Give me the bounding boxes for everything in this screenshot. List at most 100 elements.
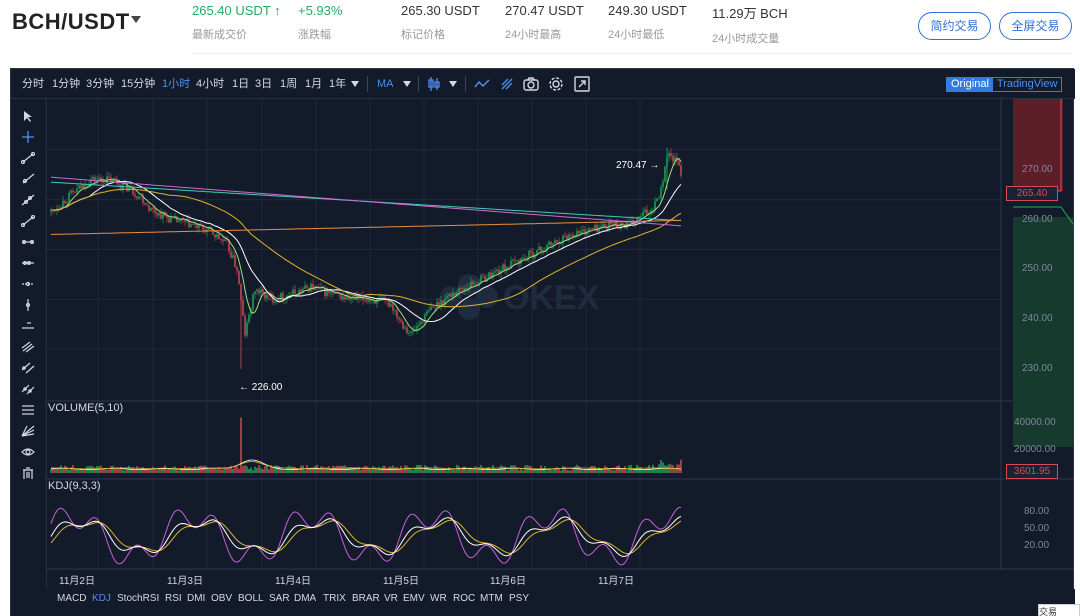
fib-fan-icon[interactable]	[21, 425, 35, 437]
volume-bar	[270, 465, 272, 473]
candle-body	[254, 291, 256, 295]
indicator-tab-roc[interactable]: ROC	[453, 593, 476, 604]
cursor-arrow-icon[interactable]	[21, 110, 35, 122]
volume-bar	[402, 469, 404, 473]
volume-bar	[250, 467, 252, 473]
indicator-tab-rsi[interactable]: RSI	[165, 593, 182, 604]
price-axis-label: 230.00	[1022, 363, 1053, 374]
volume-bar	[74, 468, 76, 473]
candle-body	[510, 260, 512, 269]
indicator-tab-brar[interactable]: BRAR	[352, 593, 380, 604]
fib-channel-icon[interactable]	[21, 383, 35, 395]
candlestick-chart-canvas[interactable]: OKEX	[11, 99, 1073, 589]
interval-1d[interactable]: 1日	[232, 78, 250, 90]
candle-body	[346, 295, 348, 300]
volume-bar	[510, 465, 512, 473]
candle-body	[576, 230, 578, 237]
price-line-icon[interactable]	[21, 320, 35, 332]
trend-line-icon[interactable]	[21, 152, 35, 164]
candle-body	[340, 294, 342, 300]
candle-body	[652, 209, 654, 211]
candle-body	[258, 289, 260, 294]
indicator-tab-obv[interactable]: OBV	[211, 593, 233, 604]
ma-indicator-select[interactable]: MA	[377, 78, 394, 90]
indicator-tab-stochrsi[interactable]: StochRSI	[117, 593, 160, 604]
ray-icon[interactable]	[21, 173, 35, 185]
volume-bar	[460, 470, 462, 473]
candle-body	[434, 306, 436, 308]
indicator-tab-vr[interactable]: VR	[384, 593, 398, 604]
volume-ma-line	[50, 461, 681, 470]
indicator-tab-kdj[interactable]: KDJ	[92, 593, 111, 604]
indicator-tab-sar[interactable]: SAR	[269, 593, 290, 604]
camera-icon[interactable]	[523, 77, 539, 91]
draw-tool-icon[interactable]	[499, 76, 515, 92]
price-channel-icon[interactable]	[21, 362, 35, 374]
extended-line-icon[interactable]	[21, 194, 35, 206]
indicator-tab-mtm[interactable]: MTM	[480, 593, 503, 604]
interval-more-icon[interactable]	[351, 81, 359, 87]
indicator-tab-macd[interactable]: MACD	[57, 593, 87, 604]
volume-bar	[600, 468, 602, 473]
interval-1h[interactable]: 1小时	[162, 78, 191, 90]
candle-body	[266, 294, 268, 299]
fullscreen-trade-button[interactable]: 全屏交易	[999, 12, 1072, 40]
fullscreen-icon[interactable]	[574, 76, 590, 92]
eye-icon[interactable]	[21, 446, 35, 458]
interval-1w[interactable]: 1周	[280, 78, 298, 90]
ma-dropdown-icon[interactable]	[403, 81, 411, 87]
candle-body	[292, 289, 294, 296]
indicator-tab-wr[interactable]: WR	[430, 593, 447, 604]
candle-body	[538, 246, 540, 250]
indicator-tab-dmi[interactable]: DMI	[187, 593, 206, 604]
interval-1m[interactable]: 1分钟	[52, 78, 81, 90]
interval-1y[interactable]: 1年	[329, 78, 347, 90]
corner-tab[interactable]: 交易	[1038, 604, 1080, 616]
line-chart-icon[interactable]	[474, 77, 490, 91]
kdj-j-line	[50, 507, 681, 566]
volume-bar	[346, 467, 348, 473]
candle-body	[338, 293, 340, 295]
stat-24h-volume: 11.29万 BCH 24小时成交量	[712, 3, 788, 46]
interval-3m[interactable]: 3分钟	[86, 78, 115, 90]
indicator-tab-psy[interactable]: PSY	[509, 593, 530, 604]
indicator-tab-dma[interactable]: DMA	[294, 593, 317, 604]
candle-body	[394, 310, 396, 312]
interval-15m[interactable]: 15分钟	[121, 78, 156, 90]
volume-bar	[632, 470, 634, 473]
pair-dropdown-icon[interactable]	[131, 16, 141, 23]
candle-body	[582, 229, 584, 231]
pair-title[interactable]: BCH/USDT	[12, 9, 130, 34]
horizontal-ray-icon[interactable]	[21, 257, 35, 269]
horizontal-line-icon[interactable]	[21, 236, 35, 248]
candle-body	[524, 257, 526, 259]
parallel-channel-icon[interactable]	[21, 341, 35, 353]
candle-body	[554, 240, 556, 244]
original-view-tab[interactable]: Original	[947, 78, 993, 91]
settings-gear-icon[interactable]	[548, 76, 564, 92]
fibonacci-icon[interactable]	[21, 404, 35, 416]
volume-bar	[222, 469, 224, 473]
stat-value: 249.30 USDT	[608, 3, 687, 18]
candle-type-icon[interactable]	[427, 76, 441, 92]
interval-3d[interactable]: 3日	[255, 78, 273, 90]
trash-icon[interactable]	[21, 467, 35, 479]
interval-time[interactable]: 分时	[22, 78, 44, 90]
simple-trade-button[interactable]: 简约交易	[918, 12, 991, 40]
volume-bar	[232, 468, 234, 473]
candle-body	[488, 272, 490, 279]
indicator-tab-trix[interactable]: TRIX	[323, 593, 346, 604]
crosshair-icon[interactable]	[21, 131, 35, 143]
vertical-line-icon[interactable]	[21, 299, 35, 311]
horizontal-segment-icon[interactable]	[21, 278, 35, 290]
arrow-line-icon[interactable]	[21, 215, 35, 227]
indicator-tab-emv[interactable]: EMV	[403, 593, 425, 604]
volume-bar	[602, 468, 604, 473]
candle-dropdown-icon[interactable]	[449, 81, 457, 87]
tradingview-tab[interactable]: TradingView	[996, 78, 1058, 90]
interval-4h[interactable]: 4小时	[196, 78, 225, 90]
indicator-tab-boll[interactable]: BOLL	[238, 593, 264, 604]
volume-bar	[586, 469, 588, 473]
interval-1mo[interactable]: 1月	[305, 78, 323, 90]
candle-body	[264, 292, 266, 299]
